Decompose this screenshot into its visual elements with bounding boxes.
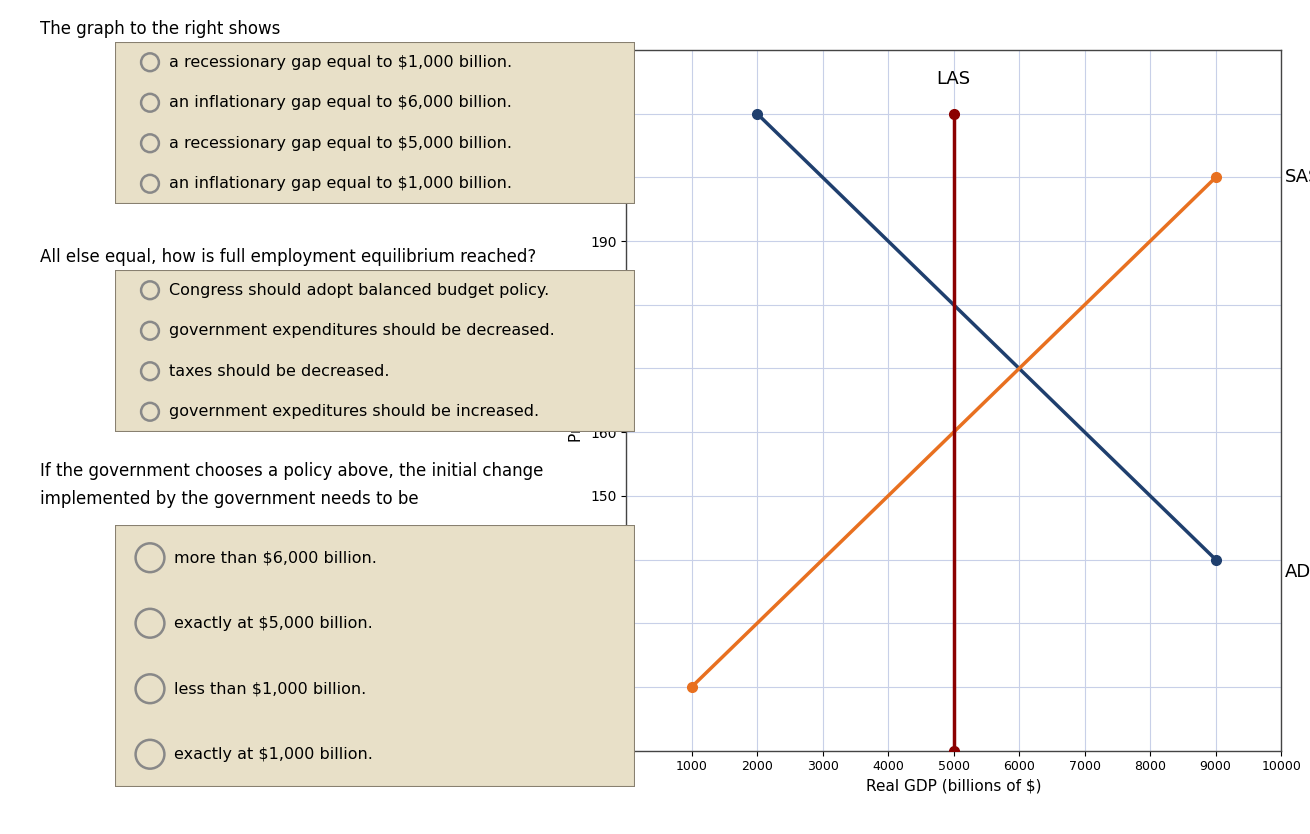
Text: a recessionary gap equal to $5,000 billion.: a recessionary gap equal to $5,000 billi… (169, 136, 512, 151)
Text: exactly at $1,000 billion.: exactly at $1,000 billion. (174, 746, 373, 761)
Text: government expeditures should be increased.: government expeditures should be increas… (169, 404, 538, 420)
Text: a recessionary gap equal to $1,000 billion.: a recessionary gap equal to $1,000 billi… (169, 55, 512, 70)
Y-axis label: Price Level: Price Level (570, 359, 584, 442)
Text: an inflationary gap equal to $6,000 billion.: an inflationary gap equal to $6,000 bill… (169, 95, 512, 110)
Text: exactly at $5,000 billion.: exactly at $5,000 billion. (174, 615, 373, 631)
X-axis label: Real GDP (billions of $): Real GDP (billions of $) (866, 779, 1041, 794)
Text: The graph to the right shows: The graph to the right shows (41, 20, 280, 38)
Text: an inflationary gap equal to $1,000 billion.: an inflationary gap equal to $1,000 bill… (169, 176, 512, 191)
Text: government expenditures should be decreased.: government expenditures should be decrea… (169, 324, 554, 339)
Text: implemented by the government needs to be: implemented by the government needs to b… (41, 490, 419, 508)
FancyBboxPatch shape (115, 525, 635, 787)
Text: AD: AD (1285, 563, 1310, 581)
Text: All else equal, how is full employment equilibrium reached?: All else equal, how is full employment e… (41, 248, 536, 266)
FancyBboxPatch shape (115, 42, 635, 204)
Text: less than $1,000 billion.: less than $1,000 billion. (174, 681, 367, 696)
FancyBboxPatch shape (115, 270, 635, 432)
Text: LAS: LAS (937, 70, 971, 88)
Text: more than $6,000 billion.: more than $6,000 billion. (174, 550, 377, 565)
Text: taxes should be decreased.: taxes should be decreased. (169, 364, 389, 379)
Text: Congress should adopt balanced budget policy.: Congress should adopt balanced budget po… (169, 283, 549, 298)
Text: If the government chooses a policy above, the initial change: If the government chooses a policy above… (41, 462, 544, 480)
Text: SAS: SAS (1285, 168, 1310, 187)
